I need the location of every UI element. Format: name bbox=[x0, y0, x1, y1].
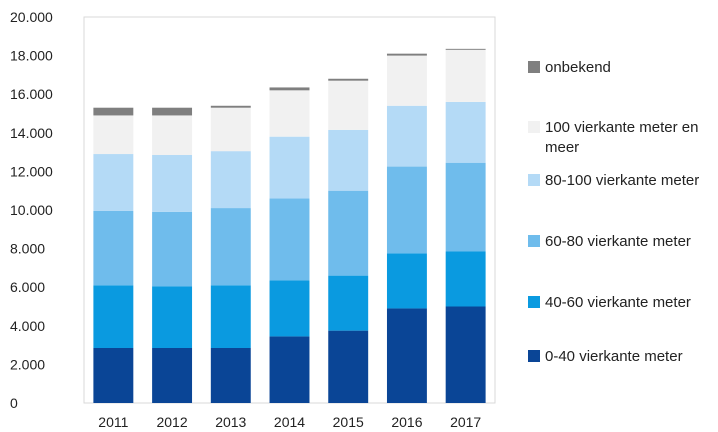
y-tick-label: 6.000 bbox=[10, 279, 45, 295]
bar-segment-2015-series-3 bbox=[328, 129, 369, 191]
bar-segment-2016-series-1 bbox=[386, 253, 427, 309]
bar-segment-2013-series-3 bbox=[210, 151, 251, 209]
y-tick-label: 12.000 bbox=[10, 163, 53, 179]
bar-segment-2014-series-4 bbox=[269, 90, 310, 137]
legend: onbekend 100 vierkante meter en meer 80-100… bbox=[528, 59, 699, 365]
bar-segment-2011-series-4 bbox=[93, 115, 134, 155]
legend-label: onbekend bbox=[545, 59, 611, 76]
bar-segment-2017-series-5 bbox=[445, 48, 486, 50]
bar-segment-2013-series-2 bbox=[210, 208, 251, 286]
legend-label: meer bbox=[545, 139, 579, 156]
bar-segment-2014-series-3 bbox=[269, 136, 310, 199]
y-tick-label: 14.000 bbox=[10, 125, 53, 141]
legend-label: 60-80 vierkante meter bbox=[545, 233, 691, 250]
y-tick-label: 10.000 bbox=[10, 202, 53, 218]
y-tick-label: 16.000 bbox=[10, 86, 53, 102]
bar-segment-2011-series-1 bbox=[93, 285, 134, 348]
x-tick-label: 2016 bbox=[391, 414, 422, 430]
bar-segment-2012-series-0 bbox=[152, 348, 193, 403]
bar-segment-2015-series-0 bbox=[328, 330, 369, 404]
y-tick-label: 18.000 bbox=[10, 48, 53, 64]
legend-swatch-series-3 bbox=[528, 174, 540, 186]
y-tick-label: 4.000 bbox=[10, 318, 45, 334]
bar-segment-2014-series-5 bbox=[269, 87, 310, 91]
y-tick-label: 2.000 bbox=[10, 356, 45, 372]
y-tick-label: 0 bbox=[10, 395, 18, 411]
legend-label: 80-100 vierkante meter bbox=[545, 172, 699, 189]
x-tick-label: 2015 bbox=[333, 414, 364, 430]
x-tick-label: 2014 bbox=[274, 414, 305, 430]
bar-segment-2013-series-5 bbox=[210, 105, 251, 108]
bar-segment-2015-series-2 bbox=[328, 190, 369, 276]
bar-segment-2012-series-5 bbox=[152, 107, 193, 116]
y-tick-label: 20.000 bbox=[10, 9, 53, 25]
bar-segment-2011-series-3 bbox=[93, 154, 134, 211]
bars-group bbox=[93, 48, 486, 404]
x-axis-ticks: 2011 2012 2013 2014 2015 2016 2017 bbox=[98, 414, 481, 430]
x-tick-label: 2017 bbox=[450, 414, 481, 430]
legend-swatch-series-5 bbox=[528, 61, 540, 73]
bar-segment-2016-series-0 bbox=[386, 308, 427, 403]
bar-segment-2012-series-1 bbox=[152, 286, 193, 348]
legend-label: 100 vierkante meter en bbox=[545, 119, 698, 136]
bar-segment-2014-series-1 bbox=[269, 280, 310, 337]
legend-swatch-series-1 bbox=[528, 296, 540, 308]
bar-segment-2012-series-4 bbox=[152, 115, 193, 155]
bar-segment-2016-series-3 bbox=[386, 105, 427, 167]
bar-segment-2014-series-2 bbox=[269, 198, 310, 281]
bar-segment-2015-series-4 bbox=[328, 80, 369, 130]
bar-segment-2013-series-0 bbox=[210, 348, 251, 403]
y-tick-label: 8.000 bbox=[10, 241, 45, 257]
bar-segment-2016-series-2 bbox=[386, 166, 427, 254]
x-tick-label: 2013 bbox=[215, 414, 246, 430]
bar-segment-2011-series-5 bbox=[93, 107, 134, 116]
bar-segment-2017-series-0 bbox=[445, 306, 486, 403]
bar-segment-2011-series-0 bbox=[93, 348, 134, 403]
bar-segment-2013-series-1 bbox=[210, 285, 251, 348]
bar-segment-2015-series-5 bbox=[328, 78, 369, 81]
legend-swatch-series-2 bbox=[528, 235, 540, 247]
bar-segment-2017-series-2 bbox=[445, 162, 486, 252]
bar-segment-2017-series-3 bbox=[445, 101, 486, 163]
bar-segment-2011-series-2 bbox=[93, 210, 134, 286]
bar-segment-2012-series-3 bbox=[152, 155, 193, 212]
y-axis-ticks: 0 2.000 4.000 6.000 8.000 10.000 12.000 14.000 1… bbox=[10, 9, 53, 411]
bar-segment-2017-series-1 bbox=[445, 251, 486, 307]
bar-segment-2017-series-4 bbox=[445, 49, 486, 102]
bar-segment-2016-series-4 bbox=[386, 55, 427, 106]
bar-segment-2015-series-1 bbox=[328, 275, 369, 331]
x-tick-label: 2011 bbox=[98, 414, 128, 430]
legend-label: 0-40 vierkante meter bbox=[545, 348, 683, 365]
bar-segment-2014-series-0 bbox=[269, 336, 310, 403]
legend-label: 40-60 vierkante meter bbox=[545, 294, 691, 311]
legend-swatch-series-4 bbox=[528, 121, 540, 133]
x-tick-label: 2012 bbox=[156, 414, 187, 430]
legend-swatch-series-0 bbox=[528, 350, 540, 362]
bar-segment-2012-series-2 bbox=[152, 211, 193, 287]
bar-segment-2016-series-5 bbox=[386, 53, 427, 56]
bar-segment-2013-series-4 bbox=[210, 107, 251, 152]
